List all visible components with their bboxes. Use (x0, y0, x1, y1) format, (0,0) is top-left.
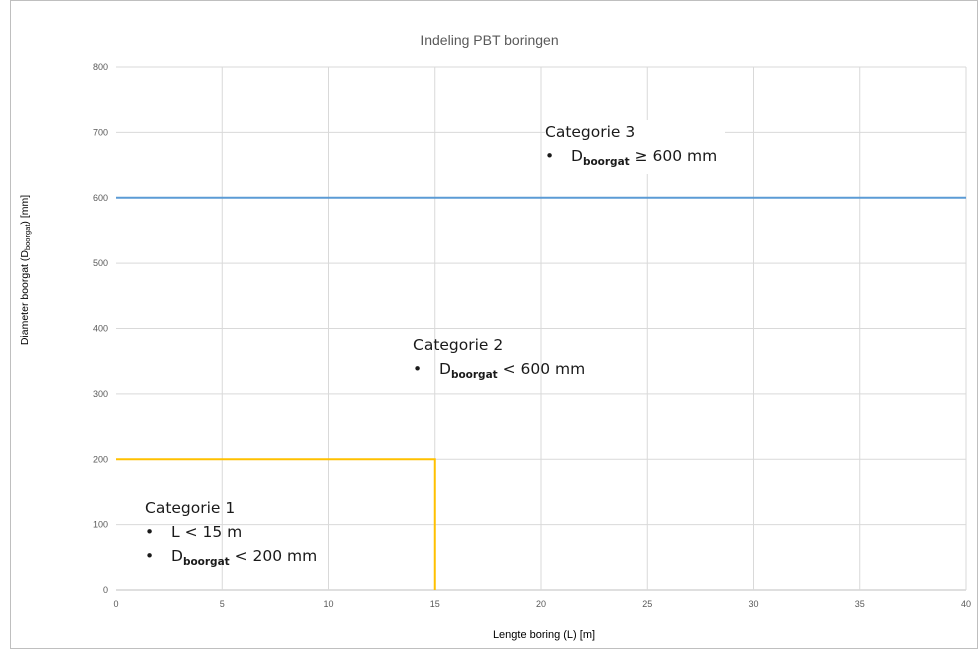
x-tick-label: 40 (961, 599, 971, 609)
y-tick-label: 600 (93, 193, 108, 203)
x-tick-label: 35 (855, 599, 865, 609)
category-2-diameter-pre: D (439, 360, 451, 378)
x-tick-label: 25 (642, 599, 652, 609)
y-tick-label: 700 (93, 127, 108, 137)
category-2-bullet-diameter: • Dboorgat < 600 mm (413, 357, 585, 387)
chart-frame (10, 0, 978, 649)
category-1-bullet-diameter: • Dboorgat < 200 mm (145, 544, 317, 574)
category-2-annotation: Categorie 2 • Dboorgat < 600 mm (413, 333, 585, 387)
category-1-diameter-sub: boorgat (182, 556, 230, 568)
category-3-annotation: Categorie 3 • Dboorgat ≥ 600 mm (545, 120, 726, 174)
x-tick-label: 20 (536, 599, 546, 609)
y-tick-label: 0 (103, 585, 108, 595)
bullet-symbol: • (145, 523, 155, 541)
x-tick-label: 10 (323, 599, 333, 609)
category-2-title: Categorie 2 (413, 336, 504, 354)
category-3-bullet-diameter: • Dboorgat ≥ 600 mm (545, 144, 717, 174)
y-tick-label: 800 (93, 62, 108, 72)
x-tick-label: 5 (220, 599, 225, 609)
x-tick-label: 15 (430, 599, 440, 609)
category-2-diameter-sub: boorgat (450, 369, 498, 381)
category-1-length-text: L < 15 m (171, 523, 243, 541)
bullet-symbol: • (545, 147, 555, 165)
category-1-diameter-pre: D (171, 547, 183, 565)
category-1-diameter-post: < 200 mm (229, 547, 318, 565)
series-line-2 (116, 458, 436, 590)
y-tick-label: 100 (93, 520, 108, 530)
bullet-symbol: • (413, 360, 423, 378)
category-2-diameter-post: < 600 mm (497, 360, 586, 378)
category-1-title: Categorie 1 (145, 499, 236, 517)
category-3-diameter-sub: boorgat (582, 156, 630, 168)
y-tick-label: 200 (93, 454, 108, 464)
category-3-title: Categorie 3 (545, 123, 636, 141)
category-1-annotation: Categorie 1 • L < 15 m • Dboorgat < 200 mm (145, 496, 317, 574)
y-tick-label: 500 (93, 258, 108, 268)
chart-title: Indeling PBT boringen (420, 32, 559, 48)
y-tick-label: 300 (93, 389, 108, 399)
category-3-diameter-pre: D (571, 147, 583, 165)
x-axis-label: Lengte boring (L) [m] (492, 629, 596, 641)
x-tick-label: 30 (748, 599, 758, 609)
bullet-symbol: • (145, 547, 155, 565)
category-1-bullet-length: • L < 15 m (145, 520, 317, 544)
y-tick-label: 400 (93, 324, 108, 334)
category-3-diameter-post: ≥ 600 mm (629, 147, 718, 165)
x-tick-label: 0 (113, 599, 118, 609)
